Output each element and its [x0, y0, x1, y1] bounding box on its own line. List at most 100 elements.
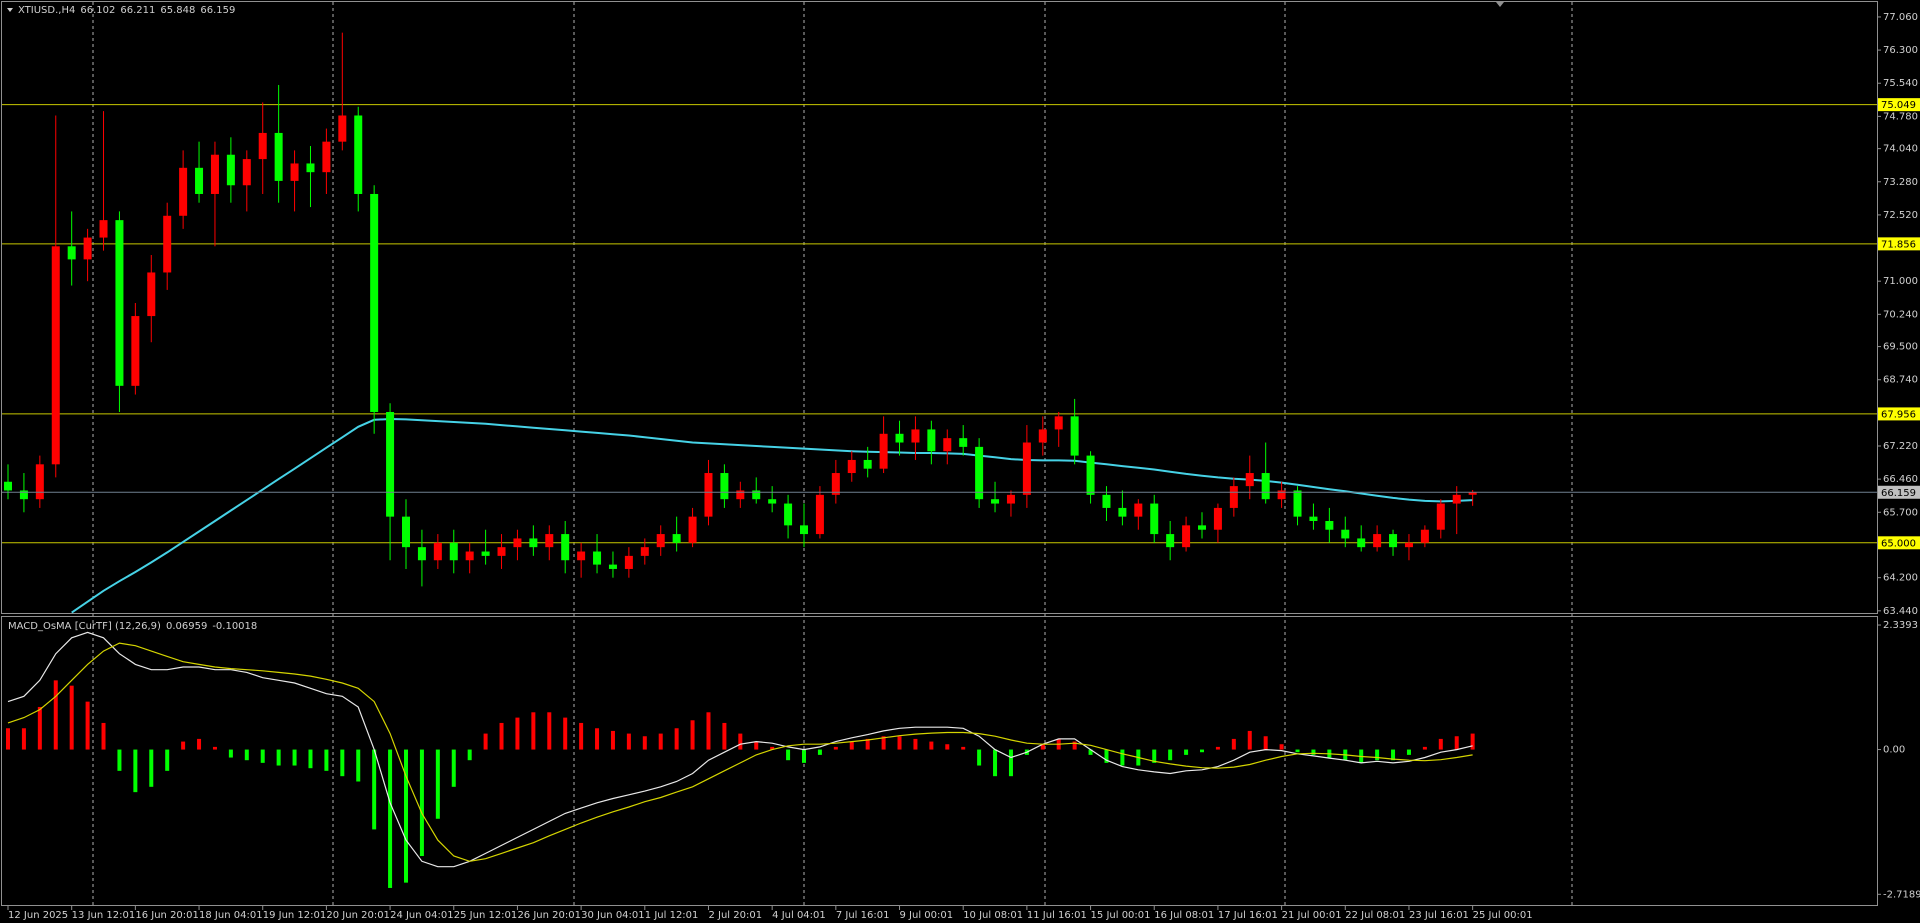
histogram-bar	[1263, 736, 1268, 750]
x-tick-label: 22 Jul 08:01	[1345, 910, 1405, 921]
candle-body	[1182, 525, 1191, 548]
histogram-bar	[1040, 744, 1045, 750]
symbol-menu-arrow	[7, 8, 13, 12]
candle-body	[306, 163, 315, 173]
candle-body	[1261, 473, 1270, 500]
candle-body	[1436, 503, 1445, 530]
histogram-bar	[1311, 749, 1316, 755]
histogram-bar	[610, 730, 615, 750]
histogram-bar	[292, 749, 297, 766]
histogram-bar	[1008, 749, 1013, 777]
chart-header: XTIUSD.,H4 66.102 66.211 65.848 66.159	[18, 5, 235, 16]
candle-body	[608, 564, 617, 569]
candle-body	[720, 473, 729, 500]
candle-body	[529, 538, 538, 548]
histogram-bar	[244, 749, 249, 761]
macd-line	[7, 642, 1473, 862]
candle-body	[784, 503, 793, 526]
candle-body	[752, 490, 761, 500]
histogram-bar	[913, 738, 918, 750]
histogram-bar	[977, 749, 982, 766]
level-label-box	[1878, 536, 1920, 550]
candle-body	[1118, 507, 1127, 517]
candle-body	[1166, 534, 1175, 548]
candle-body	[210, 154, 219, 194]
histogram-bar	[706, 712, 711, 750]
histogram-bar	[372, 749, 377, 830]
histogram-bar	[117, 749, 122, 771]
x-tick-label: 7 Jul 16:01	[836, 910, 890, 921]
candle-body	[1452, 494, 1461, 504]
histogram-bar	[181, 741, 186, 750]
histogram-bar	[993, 749, 998, 777]
histogram-bar	[674, 728, 679, 750]
moving-average	[71, 417, 1473, 614]
histogram-bar	[563, 717, 568, 750]
vertical-grid	[92, 2, 1573, 906]
histogram-bar	[531, 712, 536, 750]
candle-body	[226, 154, 235, 186]
candle-body	[1420, 529, 1429, 543]
candle-body	[1070, 416, 1079, 456]
candle-body	[83, 237, 92, 260]
histogram-bar	[1454, 736, 1459, 750]
candle-body	[481, 551, 490, 556]
level-label-box	[1878, 237, 1920, 251]
macd-line	[7, 631, 1473, 868]
candle-body	[1373, 534, 1382, 548]
candle-body	[831, 473, 840, 495]
candle-body	[1277, 490, 1286, 500]
histogram-bar	[1470, 733, 1475, 750]
candle-body	[195, 167, 204, 194]
histogram-bar	[1438, 738, 1443, 750]
candle-body	[768, 499, 777, 504]
candle-body	[847, 459, 856, 474]
y-tick-label: 2.3393	[1883, 620, 1918, 631]
candle-body	[513, 538, 522, 548]
candle-body	[1341, 529, 1350, 539]
histogram-bar	[69, 685, 74, 750]
x-tick-label: 26 Jun 20:01	[517, 910, 581, 921]
histogram-bar	[626, 733, 631, 750]
histogram-bar	[165, 749, 170, 771]
y-tick-label: -2.71899	[1883, 889, 1920, 900]
candle-body	[258, 132, 267, 160]
histogram-bar	[754, 741, 759, 750]
candle-body	[290, 163, 299, 181]
chart-title: XTIUSD.,H4	[18, 5, 75, 16]
x-tick-label: 25 Jul 00:01	[1473, 910, 1533, 921]
histogram-bar	[690, 720, 695, 750]
histogram-bar	[260, 749, 265, 763]
histogram-bar	[1391, 749, 1396, 761]
candle-body	[1198, 525, 1206, 530]
histogram-bar	[1422, 746, 1427, 750]
histogram-bar	[483, 733, 488, 750]
candle-body	[51, 246, 60, 465]
candle-body	[386, 411, 395, 517]
histogram-bar	[929, 741, 934, 750]
histogram-bar	[53, 680, 58, 750]
histogram-bar	[228, 749, 233, 758]
histogram-bar	[802, 749, 806, 763]
histogram-bar	[547, 712, 552, 750]
candle-body	[449, 542, 458, 561]
histogram-bar	[833, 746, 838, 750]
candle-body	[163, 215, 172, 273]
level-label: 71.856	[1881, 239, 1916, 250]
y-tick-label: 77.060	[1883, 12, 1918, 23]
candle-body	[19, 490, 28, 500]
histogram-bar	[21, 728, 26, 750]
main-panel-border	[1, 1, 1878, 614]
price-label: 66.159	[1881, 488, 1916, 499]
candle-body	[35, 464, 44, 500]
candle-body	[465, 551, 474, 561]
header-open: 66.102	[80, 5, 115, 16]
candle-body	[322, 141, 331, 173]
macd-title: MACD_OsMA [CurTF] (12,26,9)	[8, 621, 161, 632]
y-tick-label: 73.280	[1883, 177, 1918, 188]
x-tick-label: 4 Jul 04:01	[772, 910, 826, 921]
histogram-bar	[1231, 738, 1236, 750]
histogram-bar	[149, 749, 154, 787]
histogram-bar	[897, 736, 902, 750]
